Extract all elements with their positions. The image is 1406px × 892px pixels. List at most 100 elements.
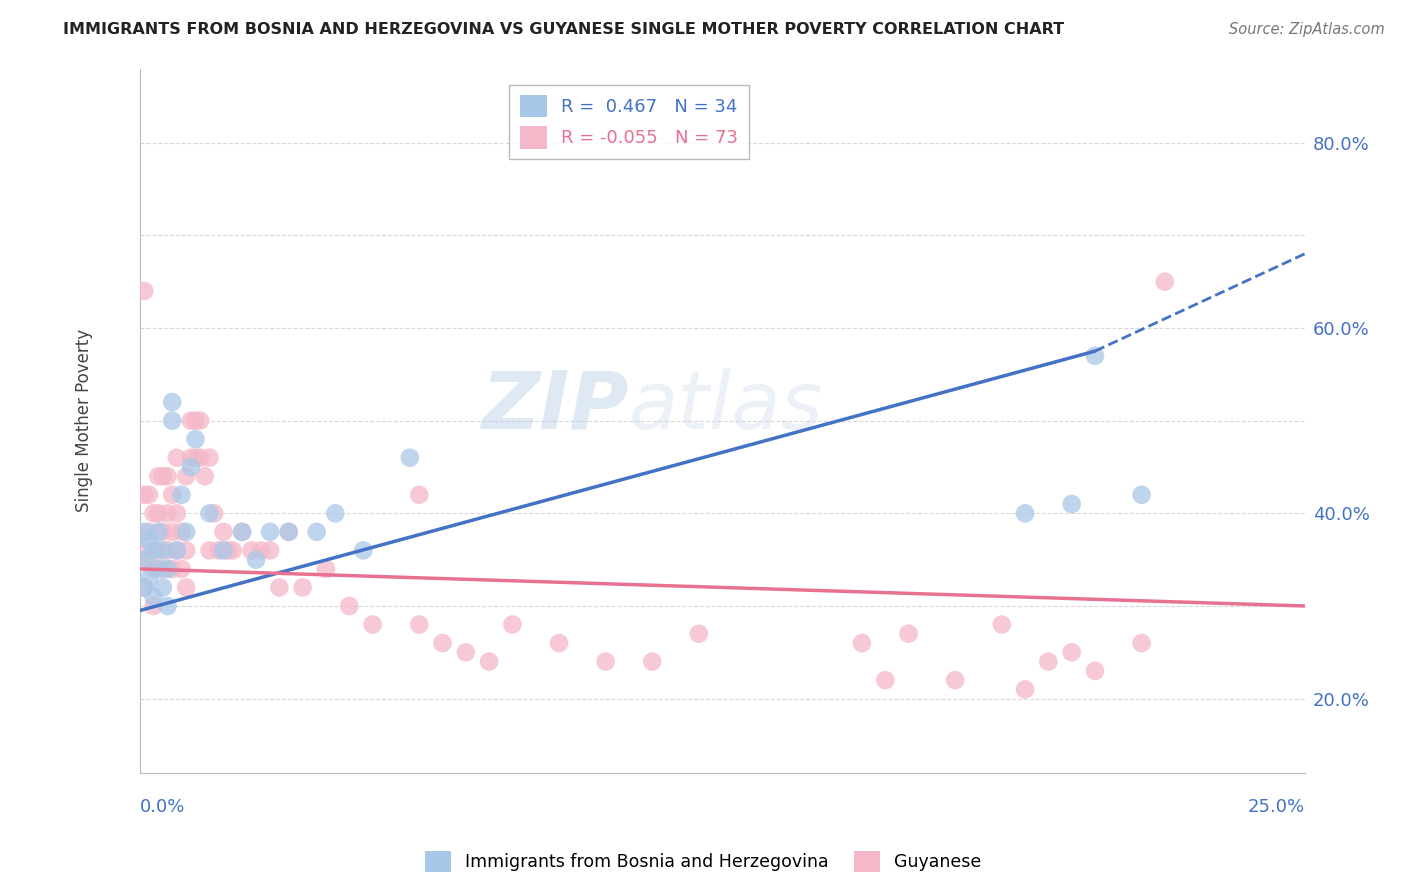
Point xyxy=(212,543,235,558)
Point xyxy=(160,395,183,409)
Point xyxy=(156,562,179,576)
Point xyxy=(212,524,235,539)
Point xyxy=(1084,349,1107,363)
Point xyxy=(174,543,197,558)
Point xyxy=(1130,488,1153,502)
Point xyxy=(184,432,207,446)
Point xyxy=(1014,682,1036,697)
Point xyxy=(138,488,160,502)
Point xyxy=(245,552,267,566)
Point xyxy=(323,506,346,520)
Point xyxy=(134,284,156,298)
Point xyxy=(851,636,873,650)
Point xyxy=(142,543,165,558)
Legend: R =  0.467   N = 34, R = -0.055   N = 73: R = 0.467 N = 34, R = -0.055 N = 73 xyxy=(509,85,749,160)
Point xyxy=(160,562,183,576)
Text: 0.0%: 0.0% xyxy=(139,797,186,815)
Point xyxy=(454,645,477,659)
Point xyxy=(1130,636,1153,650)
Point xyxy=(259,543,281,558)
Point xyxy=(166,543,188,558)
Point xyxy=(148,506,170,520)
Text: Source: ZipAtlas.com: Source: ZipAtlas.com xyxy=(1229,22,1385,37)
Point xyxy=(1060,497,1083,511)
Point xyxy=(170,562,193,576)
Point xyxy=(142,506,165,520)
Point xyxy=(134,581,156,595)
Point xyxy=(134,524,156,539)
Point xyxy=(897,627,920,641)
Point xyxy=(943,673,966,687)
Point xyxy=(217,543,239,558)
Point xyxy=(166,543,188,558)
Point xyxy=(1060,645,1083,659)
Point xyxy=(180,414,202,428)
Point xyxy=(548,636,571,650)
Point xyxy=(259,524,281,539)
Point xyxy=(170,524,193,539)
Point xyxy=(156,543,179,558)
Point xyxy=(291,581,314,595)
Point xyxy=(1154,275,1177,289)
Point xyxy=(188,414,211,428)
Point xyxy=(990,617,1012,632)
Point xyxy=(399,450,422,465)
Point xyxy=(174,581,197,595)
Point xyxy=(152,581,174,595)
Point xyxy=(352,543,374,558)
Point xyxy=(501,617,523,632)
Point xyxy=(166,506,188,520)
Point xyxy=(198,506,221,520)
Point xyxy=(142,562,165,576)
Text: ZIP: ZIP xyxy=(481,368,628,446)
Point xyxy=(198,543,221,558)
Point xyxy=(188,450,211,465)
Point xyxy=(1014,506,1036,520)
Point xyxy=(1038,655,1060,669)
Point xyxy=(408,617,430,632)
Point xyxy=(277,524,299,539)
Point xyxy=(269,581,291,595)
Point xyxy=(148,469,170,483)
Point xyxy=(138,534,160,549)
Point xyxy=(174,469,197,483)
Point xyxy=(152,469,174,483)
Point xyxy=(408,488,430,502)
Point xyxy=(170,488,193,502)
Point xyxy=(1084,664,1107,678)
Point xyxy=(138,552,160,566)
Text: IMMIGRANTS FROM BOSNIA AND HERZEGOVINA VS GUYANESE SINGLE MOTHER POVERTY CORRELA: IMMIGRANTS FROM BOSNIA AND HERZEGOVINA V… xyxy=(63,22,1064,37)
Point xyxy=(134,552,156,566)
Point xyxy=(152,562,174,576)
Point xyxy=(231,524,253,539)
Point xyxy=(240,543,263,558)
Point xyxy=(180,460,202,475)
Point xyxy=(166,450,188,465)
Point xyxy=(142,590,165,604)
Point xyxy=(208,543,231,558)
Point xyxy=(595,655,617,669)
Point xyxy=(152,543,174,558)
Point xyxy=(156,506,179,520)
Point xyxy=(138,571,160,585)
Point xyxy=(160,488,183,502)
Point xyxy=(148,543,170,558)
Point xyxy=(337,599,360,613)
Point xyxy=(688,627,710,641)
Point xyxy=(198,450,221,465)
Point xyxy=(174,524,197,539)
Point xyxy=(478,655,501,669)
Point xyxy=(315,562,337,576)
Point xyxy=(152,524,174,539)
Point xyxy=(160,414,183,428)
Point xyxy=(180,450,202,465)
Point xyxy=(184,414,207,428)
Point xyxy=(134,543,156,558)
Point xyxy=(305,524,328,539)
Point xyxy=(231,524,253,539)
Point xyxy=(142,599,165,613)
Text: 25.0%: 25.0% xyxy=(1247,797,1305,815)
Point xyxy=(641,655,664,669)
Text: Single Mother Poverty: Single Mother Poverty xyxy=(75,329,93,512)
Point xyxy=(138,524,160,539)
